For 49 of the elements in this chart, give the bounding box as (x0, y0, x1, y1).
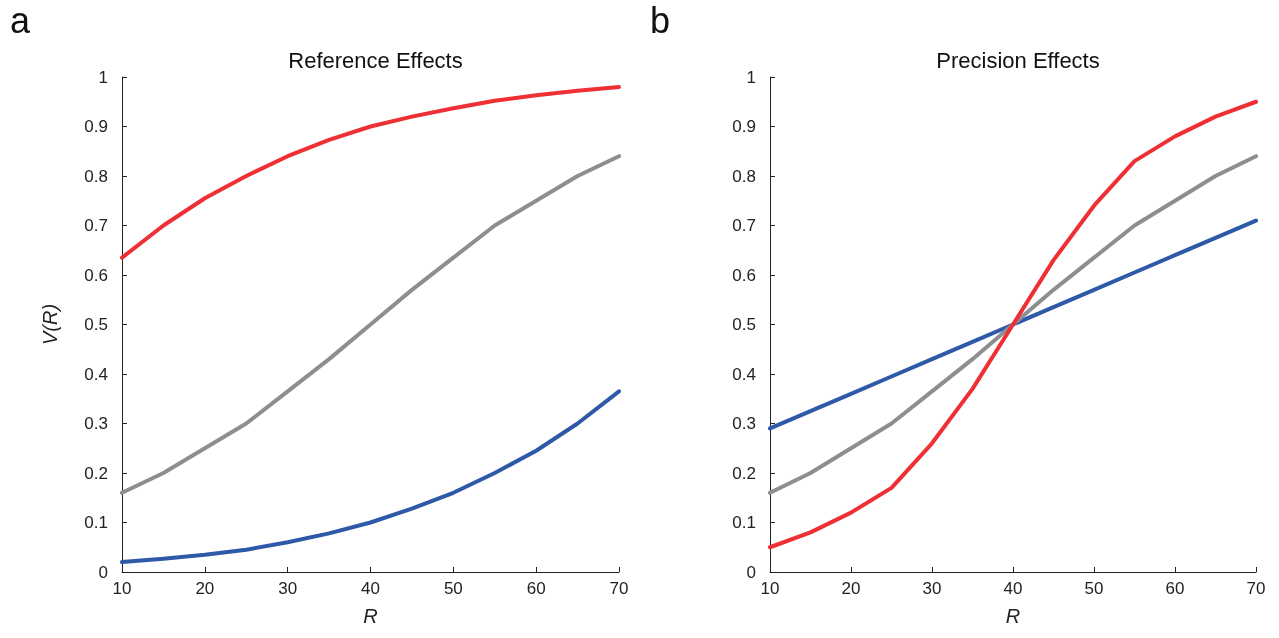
chart-title: Precision Effects (936, 47, 1100, 73)
line-series (768, 154, 1258, 495)
y-tick-label: 0.3 (732, 414, 756, 433)
y-tick-label: 0 (98, 562, 108, 582)
y-tick-label: 0.1 (84, 513, 108, 532)
x-tick-label: 40 (1003, 579, 1023, 598)
y-tick-label: 0.4 (732, 364, 756, 384)
x-axis-title: R (363, 605, 378, 627)
x-tick-label: 10 (760, 579, 780, 598)
y-tick-label: 0.4 (84, 364, 108, 384)
x-tick-label: 60 (526, 579, 546, 598)
y-tick-label: 0.6 (732, 265, 756, 285)
x-tick-label: 30 (922, 579, 942, 598)
y-tick-label: 0.8 (84, 166, 108, 186)
y-tick-label: 0.5 (84, 315, 108, 334)
line-series (120, 84, 621, 260)
y-tick-label: 0.1 (732, 513, 756, 532)
y-tick-label: 1 (746, 67, 756, 87)
y-tick-label: 0.7 (84, 216, 108, 235)
y-tick-label: 0.6 (84, 265, 108, 285)
y-tick-label: 0.5 (732, 315, 756, 334)
text: a (10, 0, 31, 41)
y-tick-label: 0.8 (732, 166, 756, 186)
line-series (120, 389, 621, 565)
x-tick-label: 70 (609, 579, 629, 598)
text: b (650, 0, 671, 41)
x-tick-label: 50 (443, 579, 463, 598)
y-tick-label: 0.2 (732, 463, 756, 483)
line-series (120, 154, 621, 495)
y-tick-label: 0.9 (732, 117, 756, 136)
x-tick-label: 20 (195, 579, 215, 598)
x-tick-label: 30 (278, 579, 298, 598)
y-tick-label: 1 (98, 67, 108, 87)
y-tick-label: 0.3 (84, 414, 108, 433)
y-tick-label: 0.7 (732, 216, 756, 235)
x-tick-label: 50 (1084, 579, 1104, 598)
x-tick-label: 40 (361, 579, 380, 598)
x-axis-title: R (1005, 605, 1021, 627)
y-axis-title: V(R) (39, 303, 61, 346)
y-tick-label: 0 (746, 562, 756, 582)
x-tick-label: 60 (1165, 579, 1185, 598)
y-tick-label: 0.2 (84, 463, 108, 483)
x-tick-label: 70 (1246, 579, 1266, 598)
y-tick-label: 0.9 (84, 117, 108, 136)
x-tick-label: 10 (112, 579, 132, 598)
line-series (768, 218, 1258, 431)
line-series (768, 99, 1258, 550)
chart-title: Reference Effects (288, 47, 463, 73)
x-tick-label: 20 (841, 579, 861, 598)
